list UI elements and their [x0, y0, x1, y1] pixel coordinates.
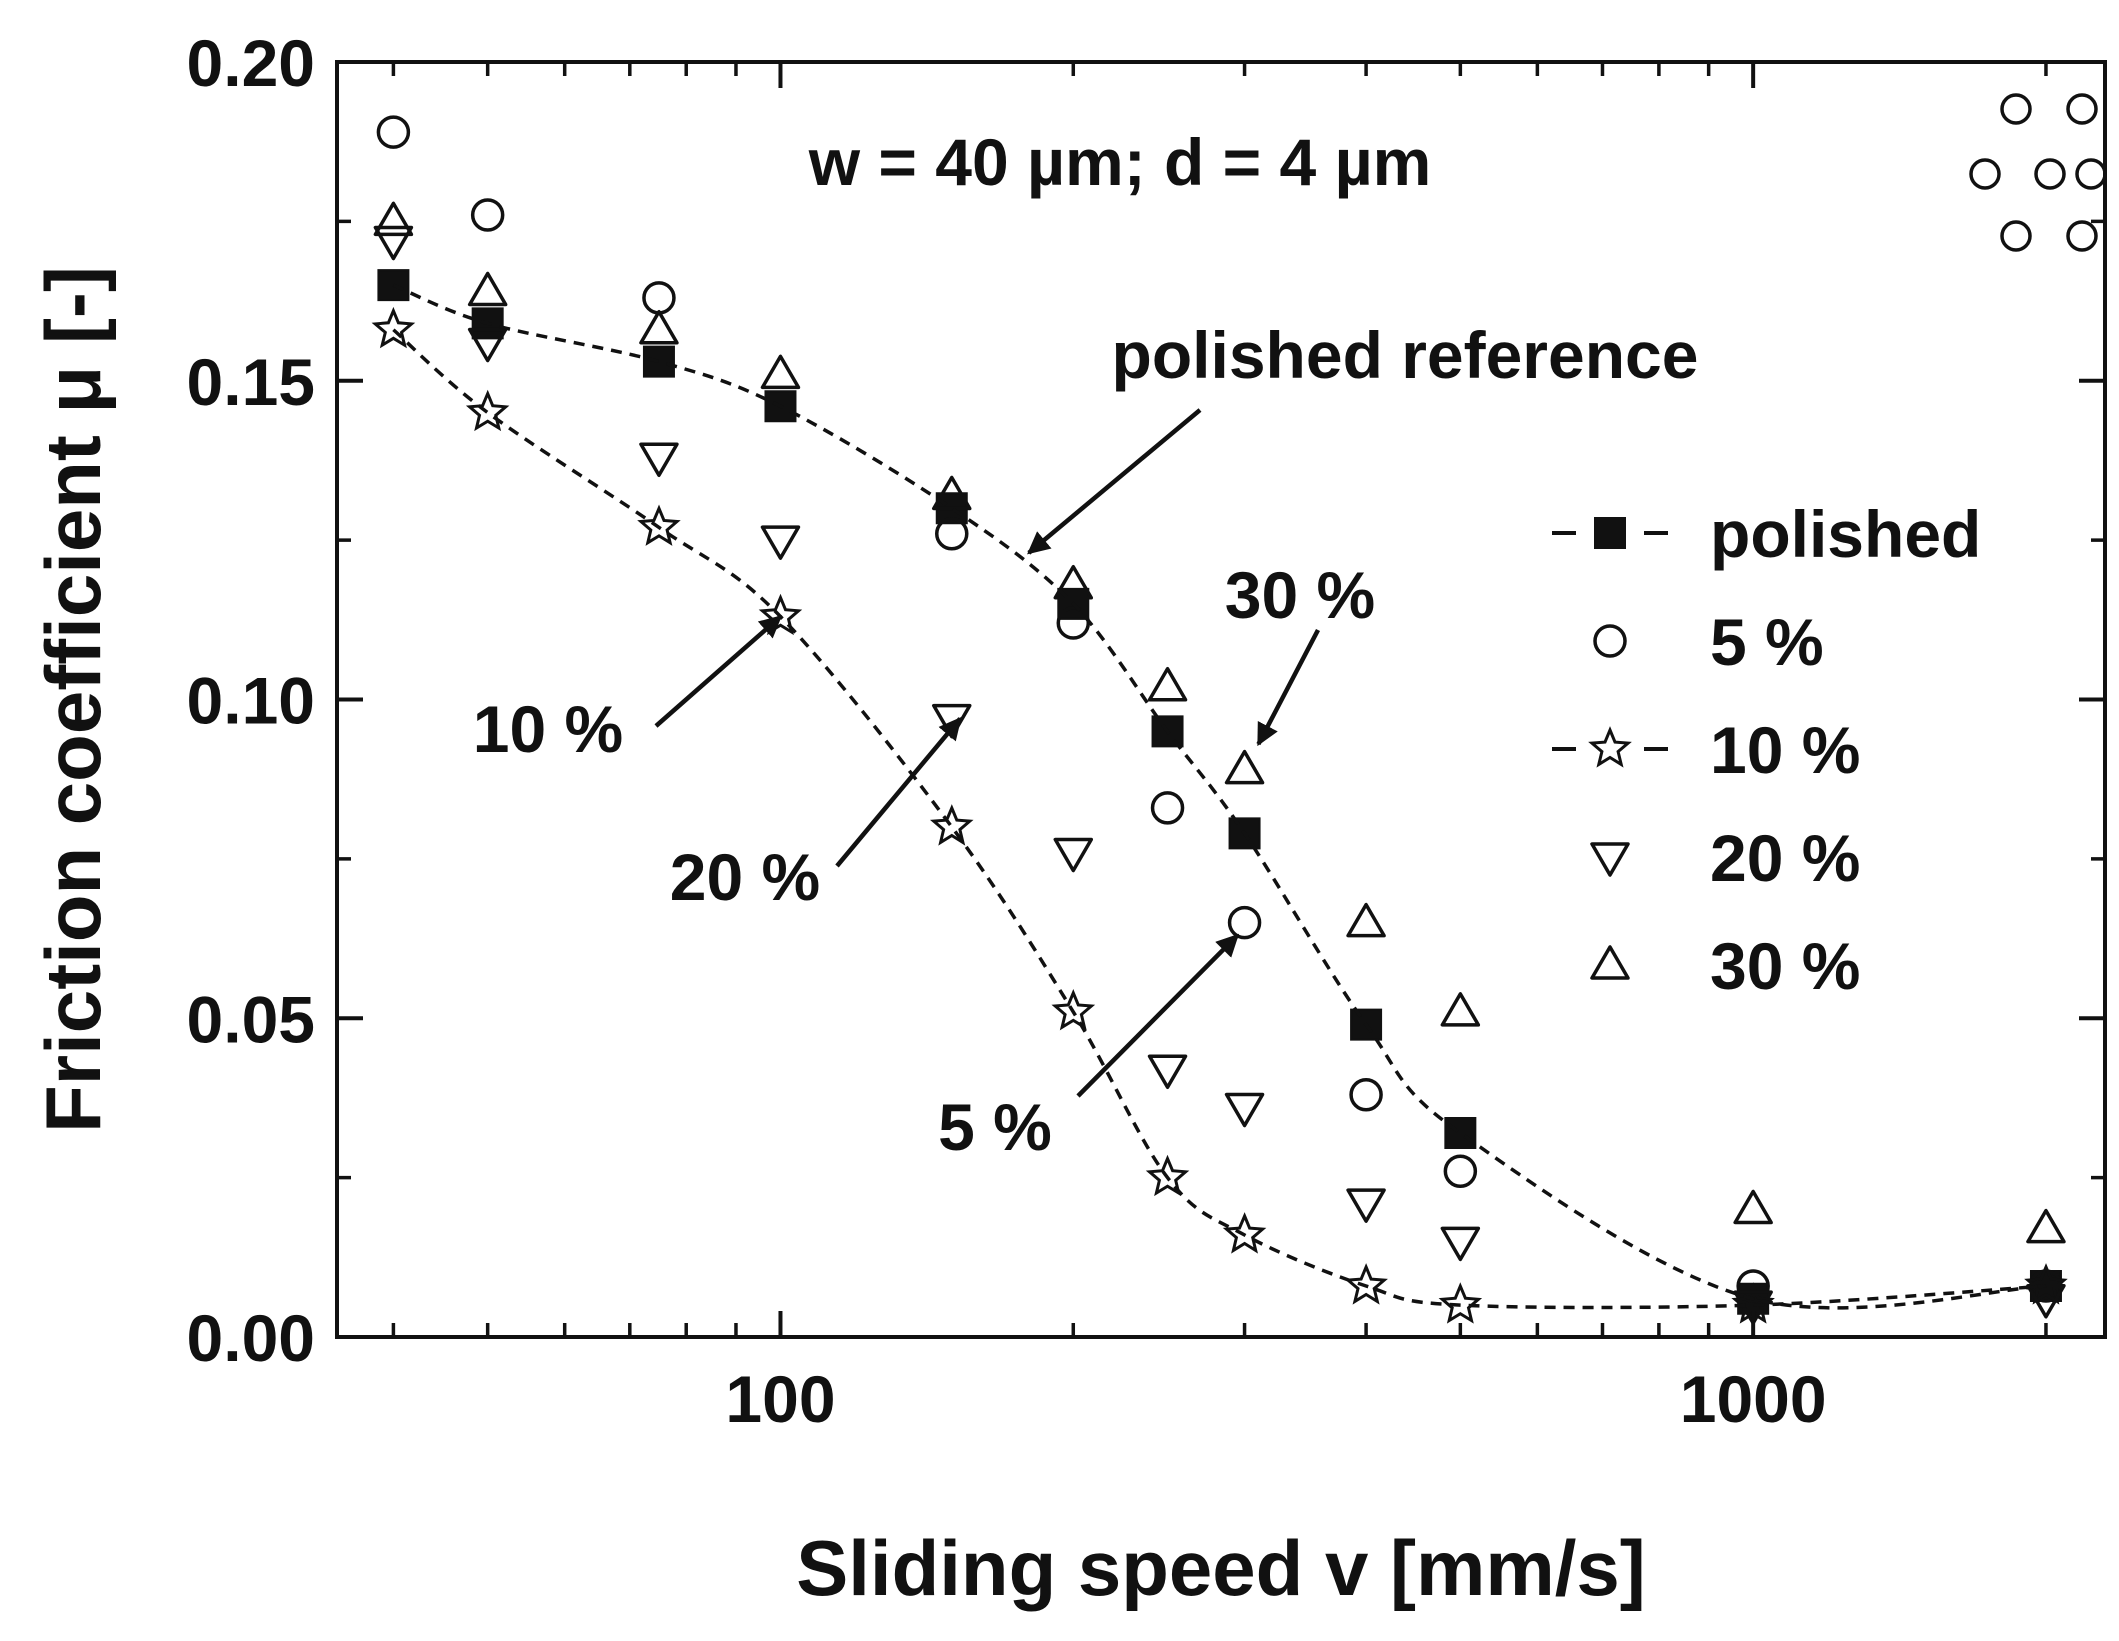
legend-label-10: 10 %	[1710, 713, 1860, 787]
legend-label-5: 5 %	[1710, 605, 1824, 679]
pattern-dimple-icon	[2066, 93, 2098, 125]
pattern-dimple-icon	[2075, 158, 2107, 190]
data-point-10	[1344, 1263, 1388, 1305]
annotation-label: polished reference	[1112, 318, 1699, 392]
data-point-polished	[1444, 1117, 1477, 1149]
legend-marker-10	[1588, 726, 1632, 768]
data-point-20	[1224, 1092, 1265, 1128]
data-point-5	[1349, 1078, 1383, 1112]
legend: polished 5 % 10 % 20 % 30 %	[1552, 497, 1981, 1003]
y-tick-label: 0.00	[187, 1301, 315, 1375]
y-tick-label: 0.10	[187, 664, 315, 738]
lines-layer	[392, 283, 2047, 1310]
annotation-arrow	[835, 716, 962, 868]
data-point-30	[760, 354, 801, 390]
legend-marker-30	[1590, 945, 1630, 980]
data-point-30	[2026, 1208, 2066, 1244]
data-point-30	[1440, 992, 1481, 1027]
series-line-10	[392, 328, 2047, 1310]
data-point-20	[1440, 1226, 1481, 1262]
data-point-polished	[642, 345, 675, 378]
legend-marker-5	[1593, 624, 1627, 658]
legend-marker-polished	[1594, 517, 1626, 549]
data-point-polished	[377, 269, 410, 302]
annotation-label: 30 %	[1225, 558, 1375, 632]
y-axis-label: Friction coefficient μ [-]	[29, 266, 117, 1133]
data-point-10	[637, 504, 681, 546]
data-point-30	[639, 310, 679, 345]
data-point-30	[1733, 1189, 1773, 1225]
data-point-30	[1346, 902, 1386, 938]
data-point-5	[1443, 1154, 1478, 1188]
data-point-5	[376, 115, 411, 149]
annotation-arrow	[1076, 933, 1240, 1098]
data-point-20	[1346, 1188, 1386, 1223]
data-point-10	[2024, 1263, 2068, 1305]
data-point-10	[1438, 1282, 1483, 1324]
annotation-label: 20 %	[670, 840, 820, 914]
pattern-dimple-icon	[2000, 220, 2032, 252]
data-point-5	[470, 198, 505, 232]
data-point-20	[1733, 1290, 1773, 1325]
data-point-20	[373, 225, 414, 261]
data-point-20	[760, 525, 801, 560]
data-point-10	[1222, 1212, 1267, 1254]
x-tick-label: 100	[725, 1362, 835, 1436]
data-point-20	[467, 327, 508, 363]
data-point-5	[1736, 1269, 1770, 1303]
data-point-10	[1145, 1154, 1190, 1197]
pattern-dimple-icon	[2000, 93, 2032, 125]
pattern-dimple-icon	[2034, 158, 2066, 190]
y-tick-label: 0.05	[187, 982, 315, 1056]
data-point-20	[639, 442, 679, 477]
data-point-10	[1051, 988, 1096, 1031]
data-point-polished	[1228, 817, 1261, 850]
data-point-30	[1053, 565, 1094, 600]
pattern-dimple-icon	[2066, 220, 2098, 252]
data-point-30	[932, 475, 972, 511]
ticks-layer	[337, 60, 2105, 1339]
data-point-30	[1147, 667, 1188, 702]
legend-label-polished: polished	[1710, 497, 1981, 571]
data-point-30	[373, 201, 414, 237]
annotation-arrow	[654, 614, 783, 728]
data-point-20	[1053, 837, 1094, 873]
data-point-5	[1227, 905, 1262, 940]
annotation-label: 10 %	[473, 692, 623, 766]
annotation-label: 5 %	[938, 1090, 1052, 1164]
data-point-10	[465, 389, 510, 432]
data-point-20	[1147, 1054, 1188, 1089]
data-point-5	[642, 281, 676, 315]
annotation-arrow	[1256, 628, 1320, 747]
y-tick-label: 0.20	[187, 26, 315, 100]
hexagonal-dimple-pattern-icon	[1969, 93, 2107, 252]
data-point-30	[467, 271, 508, 307]
data-point-10	[929, 804, 974, 846]
annotations-layer: w = 40 µm; d = 4 µm polished reference 30 …	[473, 125, 1699, 1164]
x-axis-label: Sliding speed v [mm/s]	[796, 1524, 1646, 1612]
data-point-30	[1224, 749, 1265, 785]
data-point-10	[371, 306, 416, 349]
labels-layer: 0.00 0.05 0.10 0.15 0.20 100 1000 Sliding speed…	[29, 26, 1827, 1612]
x-tick-label: 1000	[1680, 1362, 1827, 1436]
series-line-polished	[392, 283, 2047, 1310]
data-point-5	[1150, 791, 1185, 825]
pattern-dimple-icon	[1969, 158, 2001, 190]
legend-marker-20	[1590, 842, 1630, 877]
legend-label-20: 20 %	[1710, 821, 1860, 895]
annotation-arrow	[1027, 408, 1202, 555]
geometry-annotation: w = 40 µm; d = 4 µm	[808, 125, 1432, 199]
legend-label-30: 30 %	[1710, 929, 1860, 1003]
data-point-5	[935, 517, 969, 551]
y-tick-label: 0.15	[187, 345, 315, 419]
